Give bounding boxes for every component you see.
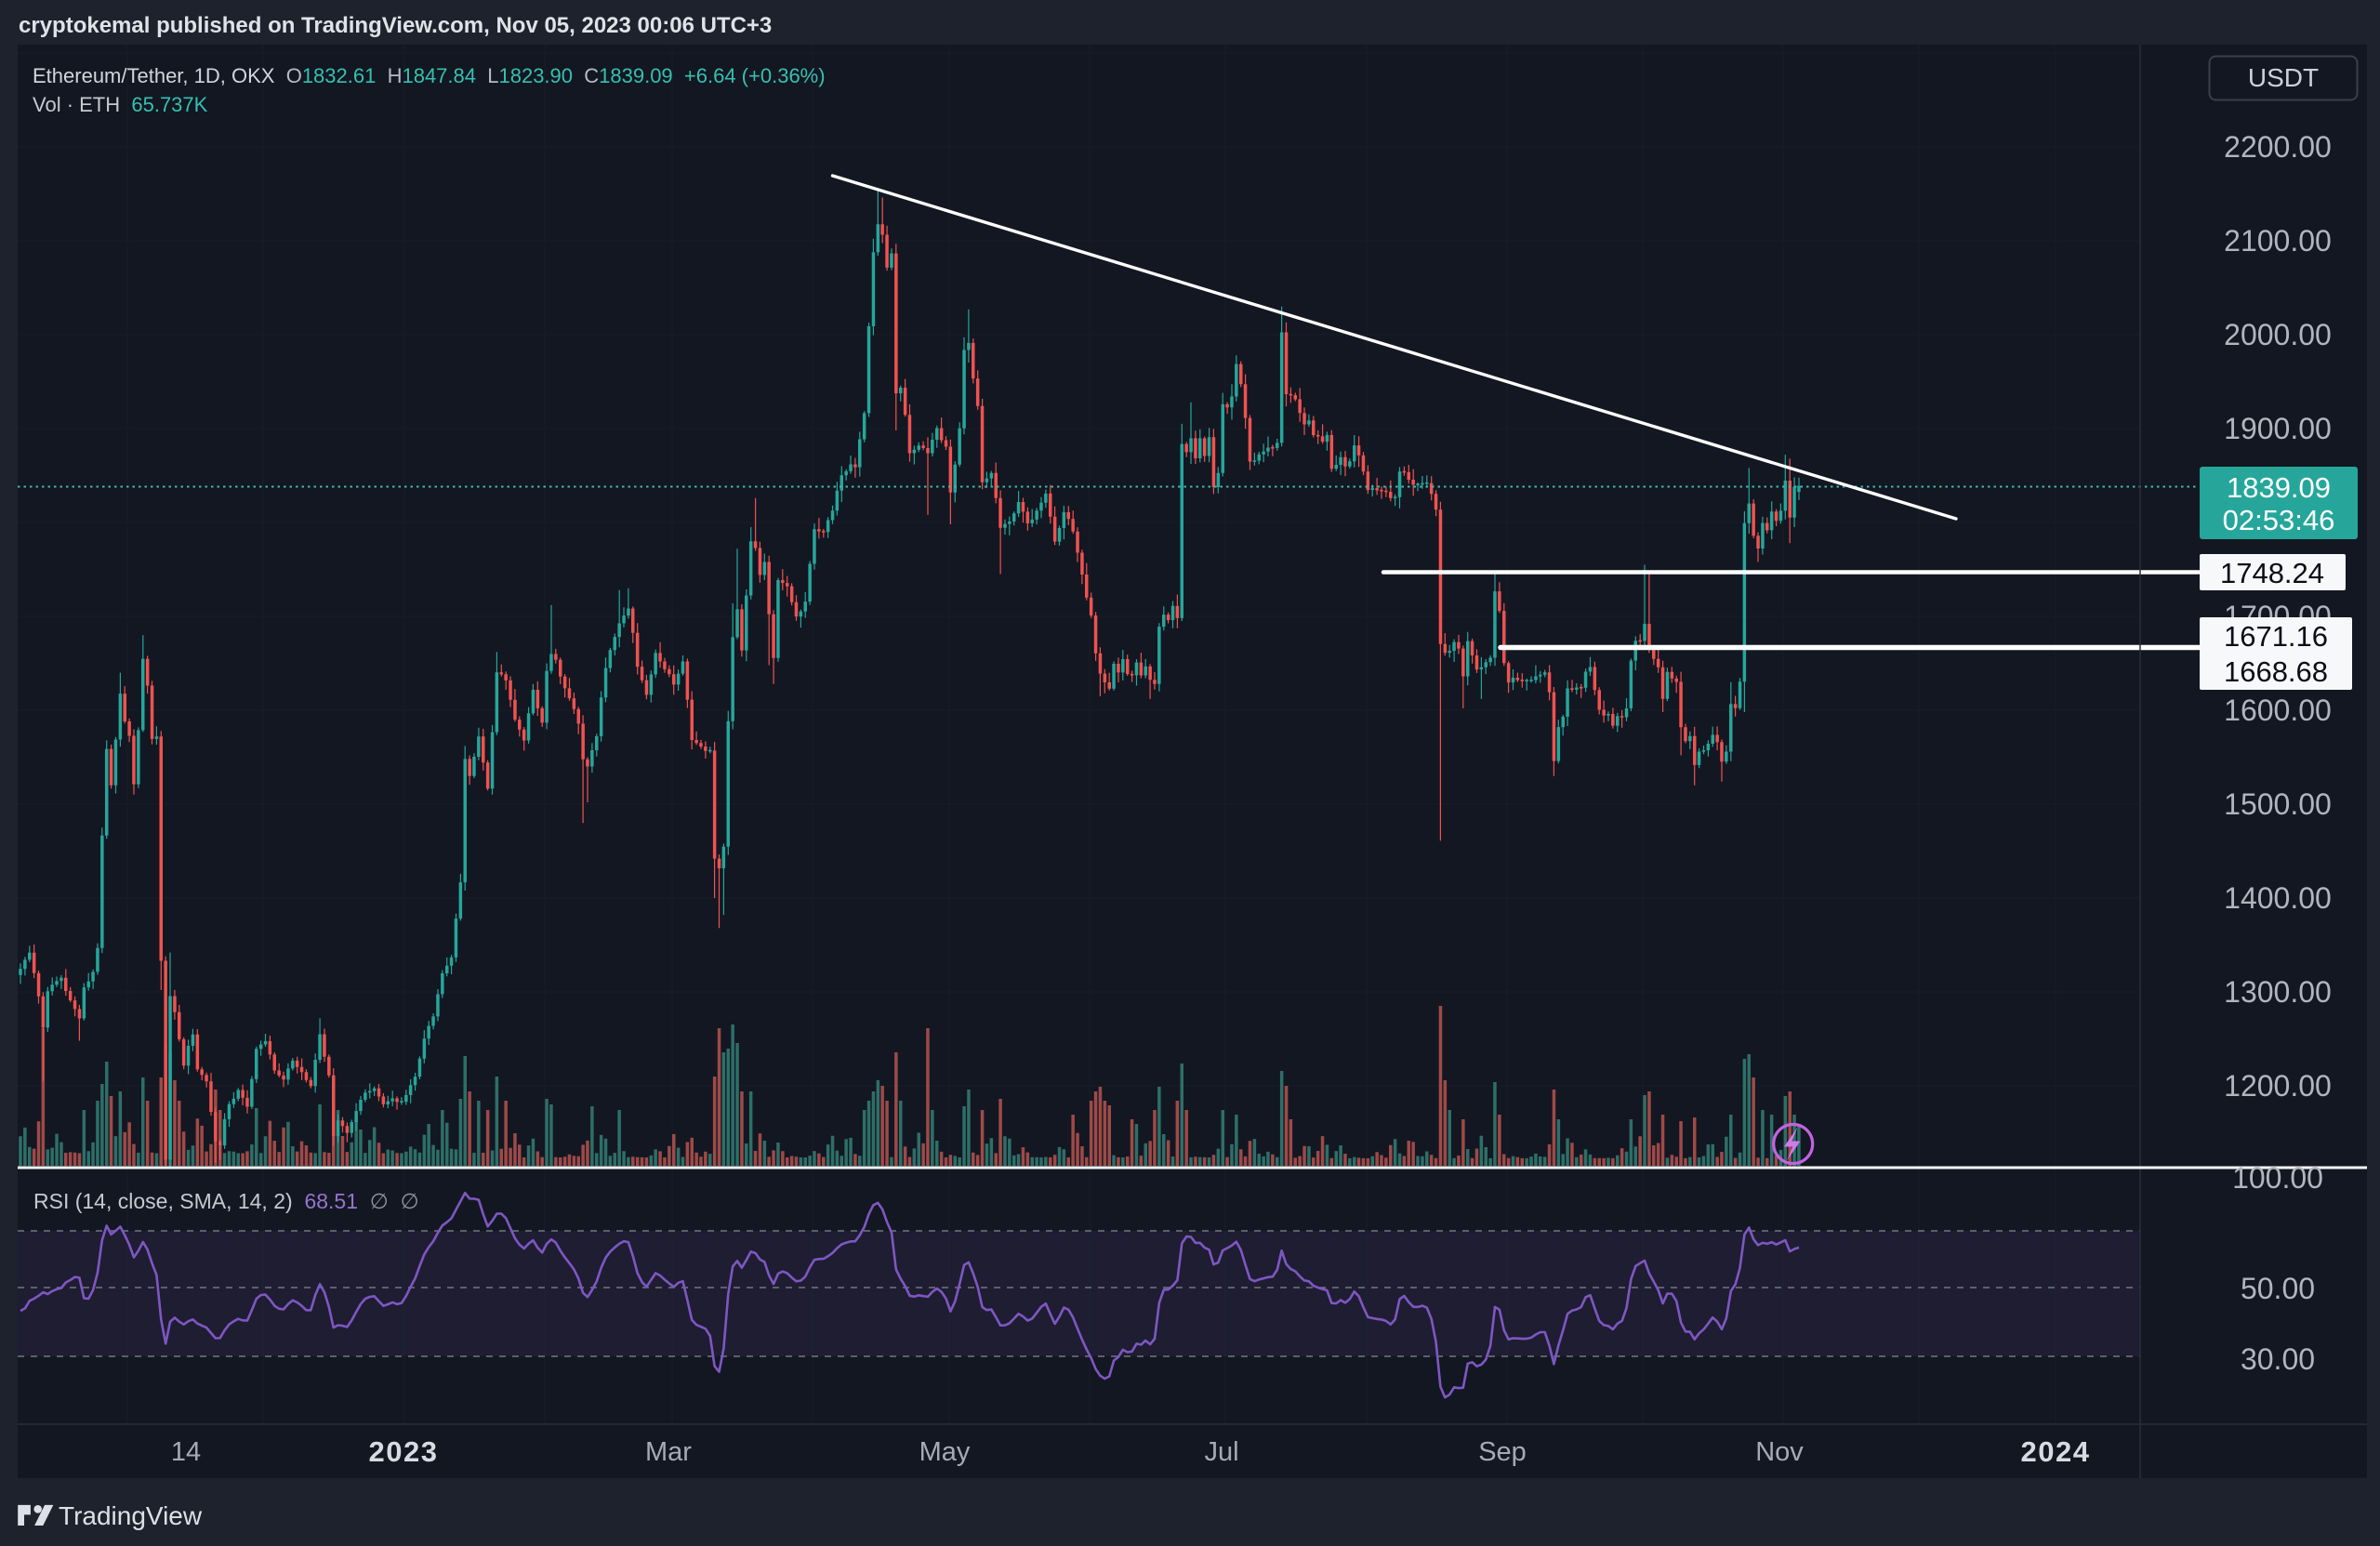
svg-text:2024: 2024 [2021,1435,2091,1468]
svg-text:Nov: Nov [1755,1437,1804,1467]
svg-text:1900.00: 1900.00 [2224,412,2332,445]
svg-text:1600.00: 1600.00 [2224,694,2332,727]
svg-text:1300.00: 1300.00 [2224,975,2332,1009]
svg-text:2100.00: 2100.00 [2224,224,2332,258]
svg-text:Mar: Mar [645,1437,692,1467]
svg-text:1839.09: 1839.09 [2227,471,2331,504]
svg-text:Sep: Sep [1478,1437,1527,1467]
svg-text:1671.16: 1671.16 [2224,620,2328,653]
svg-text:1200.00: 1200.00 [2224,1069,2332,1103]
svg-text:50.00: 50.00 [2241,1272,2315,1305]
svg-text:2000.00: 2000.00 [2224,318,2332,351]
svg-text:02:53:46: 02:53:46 [2223,504,2335,536]
svg-text:1400.00: 1400.00 [2224,881,2332,915]
svg-text:USDT: USDT [2248,63,2319,92]
svg-text:1748.24: 1748.24 [2220,557,2324,589]
svg-text:30.00: 30.00 [2241,1342,2315,1376]
svg-text:1500.00: 1500.00 [2224,787,2332,821]
svg-text:100.00: 100.00 [2232,1161,2323,1195]
svg-text:Jul: Jul [1204,1437,1238,1467]
svg-text:2200.00: 2200.00 [2224,130,2332,164]
svg-text:14: 14 [171,1437,201,1467]
svg-text:1668.68: 1668.68 [2224,655,2328,688]
svg-text:2023: 2023 [369,1435,439,1468]
svg-text:May: May [919,1437,971,1467]
